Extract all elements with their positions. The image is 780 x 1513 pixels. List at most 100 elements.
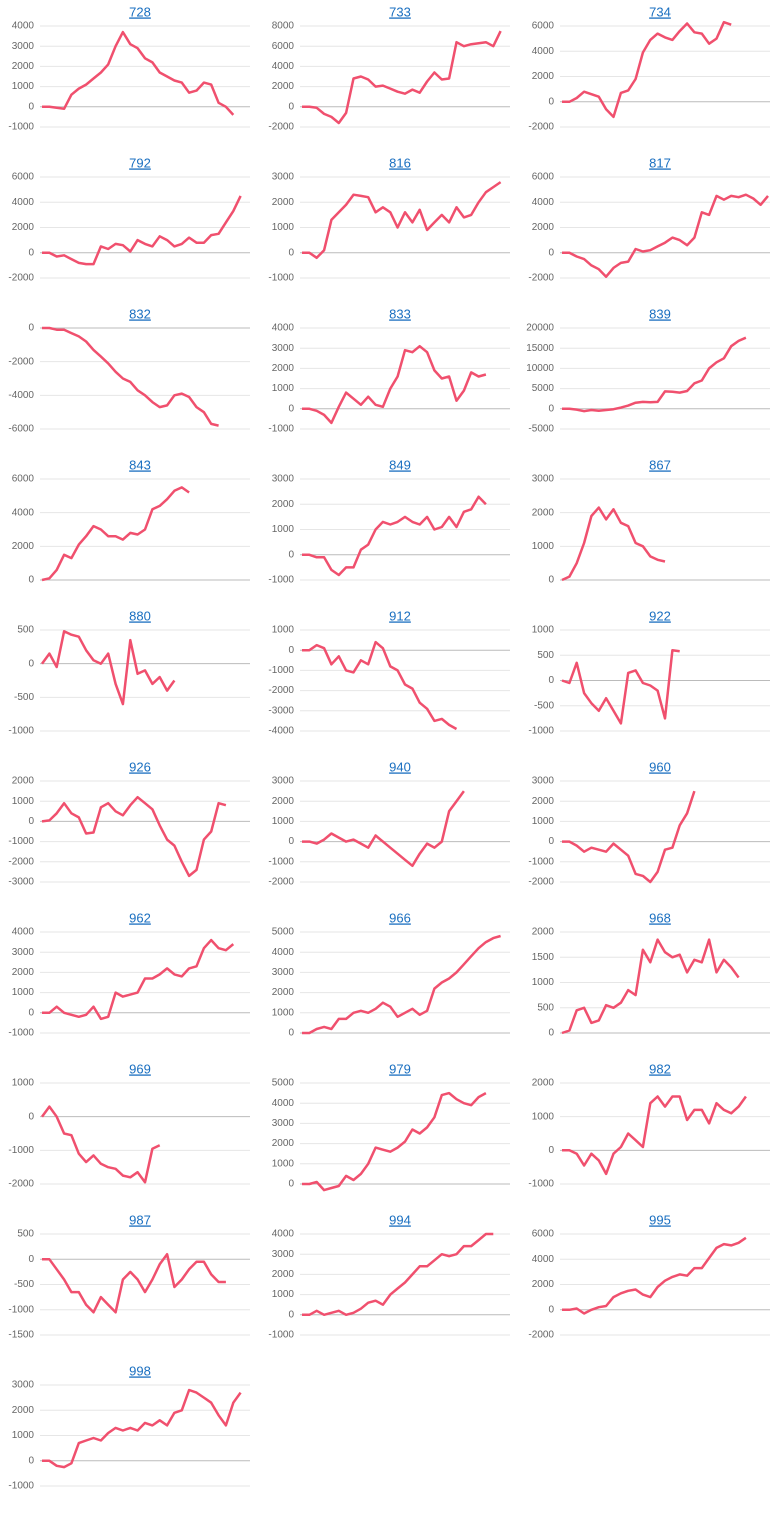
chart-title[interactable]: 817 — [649, 155, 671, 170]
chart-title[interactable]: 867 — [649, 457, 671, 472]
data-line — [302, 30, 502, 125]
y-tick-label: 4000 — [532, 197, 555, 208]
y-tick-label: 0 — [288, 1309, 294, 1320]
chart-title[interactable]: 982 — [649, 1061, 671, 1076]
y-tick-label: 0 — [288, 247, 294, 258]
y-tick-label: 1000 — [272, 625, 295, 636]
y-tick-label: 0 — [288, 1179, 294, 1190]
data-line — [562, 193, 769, 278]
chart-title[interactable]: 994 — [389, 1212, 411, 1227]
y-tick-label: 2000 — [272, 1138, 295, 1149]
y-tick-label: 1000 — [532, 977, 555, 988]
chart-title[interactable]: 792 — [129, 155, 151, 170]
y-tick-label: -1000 — [528, 856, 554, 867]
chart-title[interactable]: 926 — [129, 759, 151, 774]
y-tick-label: 2000 — [532, 222, 555, 233]
data-line — [42, 30, 235, 116]
y-tick-label: -2000 — [528, 122, 554, 133]
y-tick-label: 1000 — [12, 796, 35, 807]
chart-title[interactable]: 833 — [389, 306, 411, 321]
data-line — [562, 336, 747, 413]
data-line — [41, 795, 227, 878]
y-tick-label: -2000 — [528, 273, 554, 284]
y-tick-label: 4000 — [272, 1098, 295, 1109]
chart-title[interactable]: 960 — [649, 759, 671, 774]
y-tick-label: -5000 — [528, 424, 554, 435]
y-tick-label: 500 — [537, 1002, 554, 1013]
y-tick-label: 0 — [28, 1254, 34, 1265]
chart-title[interactable]: 969 — [129, 1061, 151, 1076]
chart-title[interactable]: 962 — [129, 910, 151, 925]
y-tick-label: 6000 — [532, 21, 555, 32]
y-tick-label: 500 — [17, 625, 34, 636]
chart-title[interactable]: 843 — [129, 457, 151, 472]
y-tick-label: 0 — [28, 816, 34, 827]
data-line — [302, 1232, 494, 1317]
chart-title[interactable]: 880 — [129, 608, 151, 623]
y-tick-label: 3000 — [12, 947, 35, 958]
y-tick-label: 3000 — [12, 1380, 35, 1391]
data-line — [562, 1095, 747, 1176]
y-tick-label: 4000 — [12, 197, 35, 208]
chart-title[interactable]: 733 — [389, 4, 411, 19]
y-tick-label: -2000 — [268, 685, 294, 696]
chart-title[interactable]: 728 — [129, 4, 151, 19]
data-line — [561, 648, 680, 725]
y-tick-label: 0 — [288, 549, 294, 560]
chart-title[interactable]: 998 — [129, 1363, 151, 1378]
chart-title[interactable]: 979 — [389, 1061, 411, 1076]
chart-title[interactable]: 940 — [389, 759, 411, 774]
y-tick-label: 2000 — [532, 1279, 555, 1290]
y-tick-label: 1000 — [12, 81, 35, 92]
y-tick-label: 3000 — [272, 343, 295, 354]
chart-title[interactable]: 922 — [649, 608, 671, 623]
chart-title[interactable]: 839 — [649, 306, 671, 321]
y-tick-label: 2000 — [12, 541, 35, 552]
y-tick-label: -1000 — [268, 424, 294, 435]
y-tick-label: 6000 — [532, 172, 555, 183]
y-tick-label: 2000 — [272, 1269, 295, 1280]
chart-title[interactable]: 816 — [389, 155, 411, 170]
y-tick-label: 0 — [288, 101, 294, 112]
y-tick-label: 3000 — [532, 474, 555, 485]
data-line — [302, 1091, 487, 1192]
y-tick-label: -1000 — [8, 1304, 34, 1315]
y-tick-label: 10000 — [526, 363, 554, 374]
chart-title[interactable]: 734 — [649, 4, 671, 19]
y-tick-label: 0 — [288, 403, 294, 414]
data-line — [561, 938, 740, 1035]
y-tick-label: -2000 — [268, 122, 294, 133]
y-tick-label: -1000 — [8, 1028, 34, 1039]
chart-title[interactable]: 995 — [649, 1212, 671, 1227]
y-tick-label: 0 — [288, 1028, 294, 1039]
y-tick-label: 4000 — [12, 927, 35, 938]
y-tick-label: 3000 — [272, 1118, 295, 1129]
y-tick-label: 1000 — [532, 625, 555, 636]
y-tick-label: -2000 — [528, 877, 554, 888]
y-tick-label: 2000 — [532, 507, 555, 518]
y-tick-label: -2000 — [8, 856, 34, 867]
y-tick-label: -3000 — [268, 705, 294, 716]
y-tick-label: 1000 — [532, 541, 555, 552]
y-tick-label: 0 — [548, 1028, 554, 1039]
y-tick-label: -4000 — [268, 726, 294, 737]
chart-title[interactable]: 912 — [389, 608, 411, 623]
y-tick-label: -500 — [14, 1279, 34, 1290]
y-tick-label: -1000 — [528, 726, 554, 737]
chart-title[interactable]: 987 — [129, 1212, 151, 1227]
chart-title[interactable]: 966 — [389, 910, 411, 925]
chart-title[interactable]: 849 — [389, 457, 411, 472]
y-tick-label: 4000 — [272, 61, 295, 72]
y-tick-label: 2000 — [272, 796, 295, 807]
y-tick-label: 0 — [288, 836, 294, 847]
chart-title[interactable]: 832 — [129, 306, 151, 321]
y-tick-label: 20000 — [526, 323, 554, 334]
y-tick-label: 2000 — [12, 776, 35, 787]
data-line — [302, 790, 465, 868]
y-tick-label: 4000 — [272, 323, 295, 334]
y-tick-label: -2000 — [528, 1330, 554, 1341]
chart-title[interactable]: 968 — [649, 910, 671, 925]
y-tick-label: 3000 — [12, 41, 35, 52]
y-tick-label: 0 — [28, 323, 34, 334]
